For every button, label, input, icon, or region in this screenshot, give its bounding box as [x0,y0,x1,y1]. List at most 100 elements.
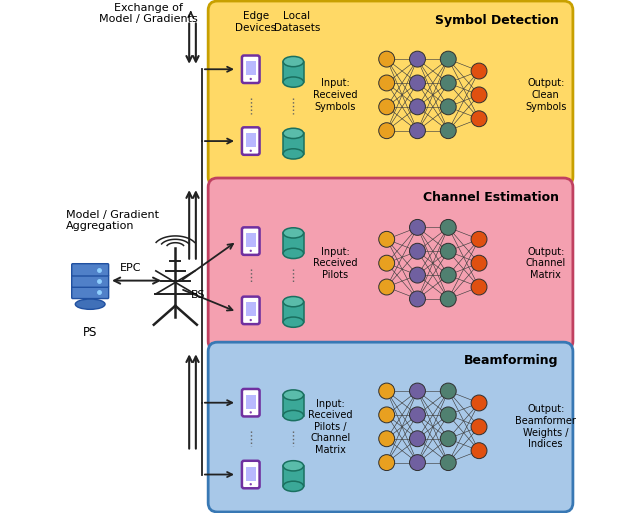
Ellipse shape [283,317,303,327]
Circle shape [410,75,426,91]
Circle shape [440,407,456,423]
Circle shape [250,150,252,152]
Circle shape [440,243,456,259]
Circle shape [471,395,487,411]
Text: PS: PS [83,326,97,339]
Circle shape [471,443,487,459]
Circle shape [471,231,487,247]
Circle shape [440,383,456,399]
Text: Edge
Devices: Edge Devices [236,11,276,33]
FancyBboxPatch shape [242,55,260,83]
Circle shape [410,243,426,259]
Text: BS: BS [191,290,205,301]
Circle shape [410,51,426,67]
Bar [246,233,255,247]
Text: Model / Gradient
Aggregation: Model / Gradient Aggregation [66,210,159,231]
FancyBboxPatch shape [242,227,260,255]
Circle shape [471,419,487,435]
Circle shape [379,255,395,271]
Bar [283,133,303,154]
Text: Local
Datasets: Local Datasets [274,11,320,33]
Circle shape [250,250,252,252]
Circle shape [440,267,456,283]
Circle shape [379,455,395,470]
Text: EPC: EPC [120,264,141,273]
Circle shape [440,75,456,91]
Circle shape [250,78,252,80]
Ellipse shape [283,149,303,159]
Ellipse shape [283,128,303,139]
Ellipse shape [283,248,303,259]
Circle shape [440,51,456,67]
Circle shape [410,383,426,399]
Bar [246,61,255,75]
Ellipse shape [283,77,303,87]
Circle shape [379,99,395,115]
Circle shape [440,291,456,307]
Bar [246,466,255,481]
Circle shape [410,455,426,470]
Circle shape [471,111,487,127]
Ellipse shape [283,461,303,471]
Circle shape [471,279,487,295]
Text: Exchange of
Model / Gradients: Exchange of Model / Gradients [99,3,198,24]
Ellipse shape [283,228,303,238]
Circle shape [379,75,395,91]
Ellipse shape [76,299,105,309]
FancyBboxPatch shape [242,389,260,417]
Text: Channel Estimation: Channel Estimation [422,191,559,204]
Bar [246,394,255,409]
Bar [283,302,303,322]
Bar [283,466,303,486]
Text: Input:
Received
Pilots /
Channel
Matrix: Input: Received Pilots / Channel Matrix [308,399,353,455]
Circle shape [410,123,426,139]
Bar [246,133,255,147]
Text: Output:
Clean
Symbols: Output: Clean Symbols [525,78,566,111]
FancyBboxPatch shape [208,342,573,512]
Circle shape [440,220,456,235]
Ellipse shape [283,56,303,67]
Circle shape [471,255,487,271]
Text: Input:
Received
Symbols: Input: Received Symbols [313,78,358,111]
FancyBboxPatch shape [208,1,573,186]
Text: Output:
Beamformer
Weights /
Indices: Output: Beamformer Weights / Indices [515,404,576,449]
FancyBboxPatch shape [208,178,573,350]
FancyBboxPatch shape [242,297,260,324]
Circle shape [440,123,456,139]
Circle shape [379,279,395,295]
Circle shape [379,123,395,139]
FancyBboxPatch shape [72,286,109,299]
Text: Output:
Channel
Matrix: Output: Channel Matrix [525,247,566,280]
Bar [246,302,255,317]
FancyBboxPatch shape [242,461,260,488]
Bar [283,233,303,253]
Text: Symbol Detection: Symbol Detection [435,14,559,27]
Bar [283,62,303,82]
Circle shape [440,455,456,470]
Circle shape [379,431,395,447]
FancyBboxPatch shape [72,264,109,276]
Text: Input:
Received
Pilots: Input: Received Pilots [313,247,358,280]
Circle shape [410,99,426,115]
Circle shape [250,483,252,485]
Circle shape [379,407,395,423]
Bar [283,395,303,416]
Ellipse shape [283,297,303,307]
Circle shape [250,411,252,413]
Circle shape [440,99,456,115]
Circle shape [379,231,395,247]
Ellipse shape [283,390,303,400]
Circle shape [410,220,426,235]
Circle shape [250,319,252,321]
Ellipse shape [283,410,303,421]
Circle shape [471,63,487,79]
Circle shape [410,267,426,283]
Circle shape [410,291,426,307]
Circle shape [471,87,487,103]
Circle shape [410,407,426,423]
Circle shape [440,431,456,447]
Circle shape [410,431,426,447]
FancyBboxPatch shape [242,127,260,155]
Circle shape [379,51,395,67]
Circle shape [379,383,395,399]
